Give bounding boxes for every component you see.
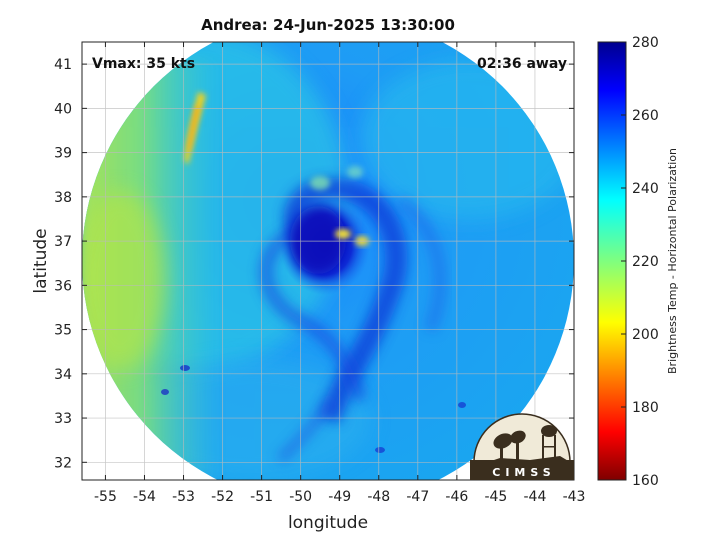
colorbar-label: Brightness Temp - Horizontal Polarizatio… — [666, 148, 679, 374]
y-tick-label-5: 37 — [54, 234, 72, 250]
y-tick-label-9: 41 — [54, 57, 72, 73]
x-tick-label-5: -50 — [289, 489, 312, 505]
y-tick-label-8: 40 — [54, 101, 72, 117]
x-tick-label-4: -51 — [250, 489, 273, 505]
time-away-label: 02:36 away — [477, 56, 567, 72]
colorbar-tick-label-5: 260 — [632, 108, 659, 124]
axes-frame — [81, 41, 575, 481]
colorbar-tick-label-2: 200 — [632, 327, 659, 343]
x-tick-label-3: -52 — [211, 489, 234, 505]
y-tick-label-6: 38 — [54, 190, 72, 206]
colorbar-ticks: 160 180 200 220 240 260 280 — [621, 35, 659, 489]
y-axis-ticks: 32 33 34 35 36 37 38 39 40 41 — [54, 57, 574, 471]
colorbar-tick-label-0: 160 — [632, 473, 659, 489]
y-tick-label-0: 32 — [54, 455, 72, 471]
y-tick-label-3: 35 — [54, 323, 72, 339]
x-tick-label-1: -54 — [133, 489, 156, 505]
x-tick-label-9: -46 — [445, 489, 468, 505]
y-axis-label: latitude — [31, 228, 51, 293]
y-tick-label-1: 33 — [54, 411, 72, 427]
y-tick-label-4: 36 — [54, 278, 72, 294]
x-tick-label-0: -55 — [94, 489, 117, 505]
colorbar-tick-label-3: 220 — [632, 254, 659, 270]
x-tick-label-2: -53 — [172, 489, 195, 505]
x-axis-label: longitude — [288, 513, 368, 533]
x-tick-label-6: -49 — [328, 489, 351, 505]
x-tick-label-7: -48 — [367, 489, 390, 505]
x-tick-label-11: -44 — [524, 489, 547, 505]
y-tick-label-2: 34 — [54, 367, 72, 383]
x-tick-label-10: -45 — [484, 489, 507, 505]
x-tick-label-8: -47 — [406, 489, 429, 505]
vmax-label: Vmax: 35 kts — [92, 56, 195, 72]
colorbar-tick-label-6: 280 — [632, 35, 659, 51]
y-tick-label-7: 39 — [54, 146, 72, 162]
cimss-logo: CIMSS — [470, 413, 574, 480]
colorbar-tick-label-1: 180 — [632, 400, 659, 416]
colorbar-tick-label-4: 240 — [632, 181, 659, 197]
plot-title: Andrea: 24-Jun-2025 13:30:00 — [201, 16, 455, 34]
x-tick-label-12: -43 — [563, 489, 586, 505]
cimss-logo-text: CIMSS — [492, 466, 555, 479]
x-axis-ticks: -55 -54 -53 -52 -51 -50 -49 -48 -47 -46 -45 -44 -43 — [94, 42, 585, 505]
